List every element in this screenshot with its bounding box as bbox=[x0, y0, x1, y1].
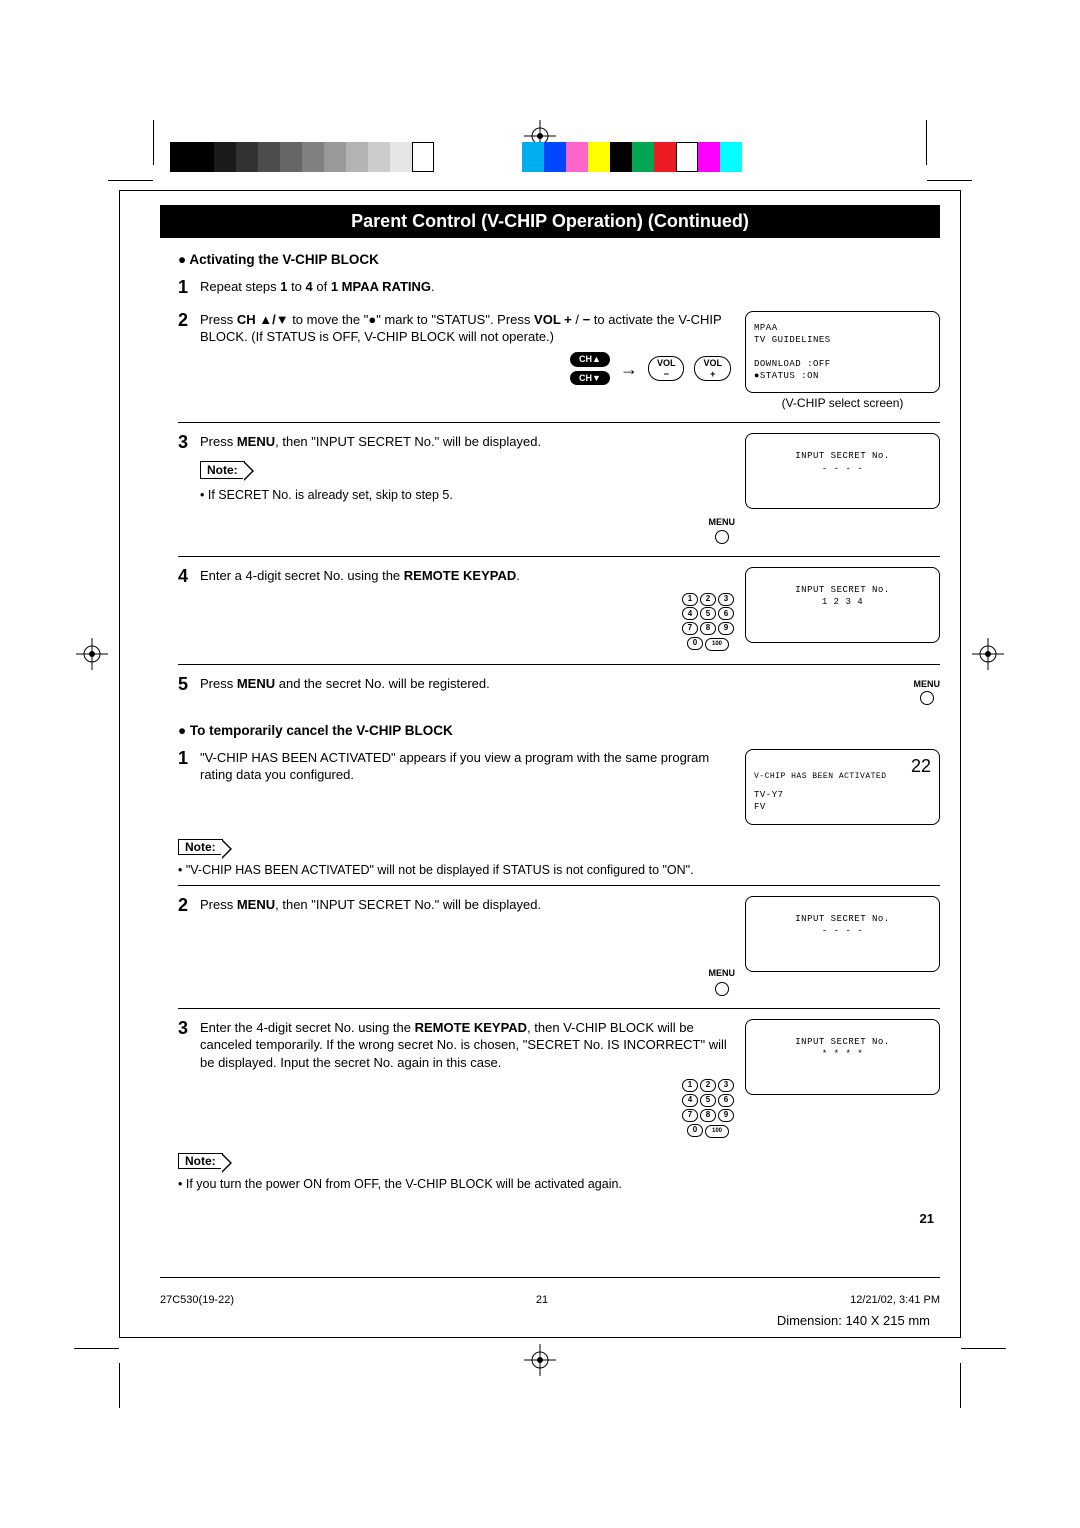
ch-vol-buttons: CH▲ CH▼ → VOL − VOL + bbox=[200, 352, 735, 386]
step2-text: Press CH ▲/▼ to move the "●" mark to "ST… bbox=[200, 312, 721, 345]
page-number: 21 bbox=[160, 1211, 934, 1226]
secret-input-screen-blank: INPUT SECRET No. - - - - bbox=[745, 433, 940, 509]
secret-input-screen-blank-2: INPUT SECRET No. - - - - bbox=[745, 896, 940, 972]
s1-step4: 4 Enter a 4-digit secret No. using the R… bbox=[178, 556, 940, 660]
secret-input-screen-stars: INPUT SECRET No. * * * * bbox=[745, 1019, 940, 1095]
note3-tag: Note: bbox=[178, 1153, 223, 1169]
note2-text: • "V-CHIP HAS BEEN ACTIVATED" will not b… bbox=[178, 863, 940, 877]
note-tag: Note: bbox=[200, 461, 245, 479]
s1-step2: 2 Press CH ▲/▼ to move the "●" mark to "… bbox=[178, 306, 940, 419]
register-bottom bbox=[524, 1344, 556, 1376]
s1-step5: 5 Press MENU and the secret No. will be … bbox=[178, 664, 940, 713]
page-title: Parent Control (V-CHIP Operation) (Conti… bbox=[160, 205, 940, 238]
page-content: Parent Control (V-CHIP Operation) (Conti… bbox=[160, 205, 940, 1228]
vol-up-button[interactable]: VOL + bbox=[694, 356, 731, 382]
vchip-select-screen: MPAA TV GUIDELINES DOWNLOAD :OFF ●STATUS… bbox=[745, 311, 940, 394]
frame-bot bbox=[119, 1337, 961, 1338]
secret-input-screen-filled: INPUT SECRET No. 1 2 3 4 bbox=[745, 567, 940, 643]
footer-left: 27C530(19-22) bbox=[160, 1294, 234, 1306]
vol-down-button[interactable]: VOL − bbox=[648, 356, 685, 382]
s2-step2: 2 Press MENU, then "INPUT SECRET No." wi… bbox=[178, 885, 940, 1004]
menu-button-icon[interactable]: MENU bbox=[709, 516, 736, 544]
screen1-caption: (V-CHIP select screen) bbox=[745, 396, 940, 410]
section1-heading: ● Activating the V-CHIP BLOCK bbox=[178, 252, 940, 267]
note2-tag: Note: bbox=[178, 839, 223, 855]
note1-text: • If SECRET No. is already set, skip to … bbox=[200, 487, 735, 504]
footer-right: 12/21/02, 3:41 PM bbox=[850, 1294, 940, 1306]
footer: 27C530(19-22) 21 12/21/02, 3:41 PM bbox=[160, 1294, 940, 1306]
s1-step3: 3 Press MENU, then "INPUT SECRET No." wi… bbox=[178, 422, 940, 552]
ch-up-button[interactable]: CH▲ bbox=[570, 352, 610, 367]
swatches-color bbox=[522, 142, 742, 172]
register-left bbox=[76, 638, 108, 670]
dimension-label: Dimension: 140 X 215 mm bbox=[777, 1313, 930, 1328]
frame-right bbox=[960, 190, 961, 1338]
arrow-icon: → bbox=[620, 357, 638, 381]
note3-text: • If you turn the power ON from OFF, the… bbox=[178, 1177, 940, 1191]
menu-button-icon-3[interactable]: MENU bbox=[709, 967, 736, 995]
remote-keypad-2[interactable]: 123 456 789 0100 bbox=[681, 1077, 735, 1138]
ch-down-button[interactable]: CH▼ bbox=[570, 371, 610, 386]
s2-step3: 3 Enter the 4-digit secret No. using the… bbox=[178, 1008, 940, 1147]
s1-step1: 1 Repeat steps 1 to 4 of 1 MPAA RATING. bbox=[178, 273, 940, 306]
footer-separator bbox=[160, 1277, 940, 1278]
menu-button-icon-2[interactable]: MENU bbox=[914, 679, 941, 705]
s2-step1: 1 "V-CHIP HAS BEEN ACTIVATED" appears if… bbox=[178, 744, 940, 833]
frame-top bbox=[119, 190, 961, 191]
register-right bbox=[972, 638, 1004, 670]
swatches-gray bbox=[170, 142, 434, 172]
frame-left bbox=[119, 190, 120, 1338]
footer-mid: 21 bbox=[536, 1294, 548, 1306]
vchip-activated-screen: 22 V-CHIP HAS BEEN ACTIVATED TV-Y7 FV bbox=[745, 749, 940, 825]
section2-heading: ● To temporarily cancel the V-CHIP BLOCK bbox=[178, 723, 940, 738]
remote-keypad[interactable]: 123 456 789 0100 bbox=[681, 591, 735, 652]
